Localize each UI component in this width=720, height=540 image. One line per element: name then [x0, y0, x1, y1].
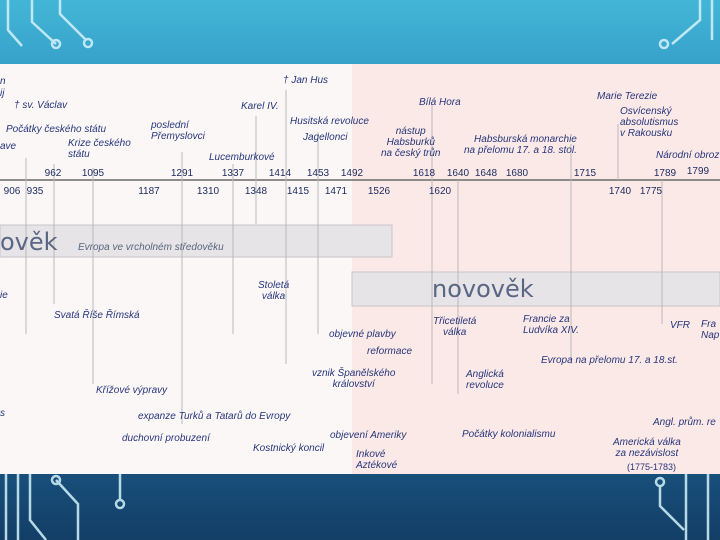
year-label: 1414 — [268, 168, 292, 179]
year-label: 1740 — [608, 186, 632, 197]
event-label: expanze Turků a Tatarů do Evropy — [138, 411, 291, 422]
era-modern-title: novověk — [432, 275, 534, 303]
event-label: reformace — [367, 346, 413, 357]
year-label: 1618 — [412, 168, 436, 179]
year-label: 1310 — [196, 186, 220, 197]
year-label: 1648 — [474, 168, 498, 179]
year-label: 1789 — [653, 168, 677, 179]
year-label: 906 — [3, 186, 21, 197]
event-label: ie — [0, 290, 8, 301]
medieval-background — [0, 64, 352, 474]
year-label: 1415 — [286, 186, 310, 197]
event-label: Francie za Ludvíka XIV. — [523, 314, 579, 336]
modern-background — [352, 64, 720, 474]
year-label: 1187 — [138, 186, 160, 197]
event-label: Křížové výpravy — [96, 385, 168, 396]
event-label: Angl. prům. re — [653, 417, 716, 428]
year-label: 962 — [44, 168, 62, 179]
year-label: 1775 — [639, 186, 663, 197]
timeline-graphic — [0, 64, 720, 474]
event-label: vznik Španělského království — [312, 368, 396, 390]
modern-era-bar — [351, 271, 720, 307]
event-label: nástup Habsburků na český trůn — [381, 126, 441, 159]
event-label: Lucemburkové — [209, 152, 275, 163]
year-label: 1620 — [428, 186, 452, 197]
timeline-tick-lines — [25, 90, 663, 424]
year-label: 1291 — [170, 168, 194, 179]
year-label: 1680 — [505, 168, 529, 179]
event-label: s — [0, 408, 5, 419]
year-label: 1715 — [573, 168, 597, 179]
event-label: Fra Nap — [701, 319, 720, 341]
era-medieval-subtitle: Evropa ve vrcholném středověku — [78, 242, 224, 253]
event-label: objevení Ameriky — [330, 430, 407, 441]
year-label: 1471 — [324, 186, 348, 197]
event-label: VFR — [670, 320, 690, 331]
event-label: Počátky českého státu — [6, 124, 107, 135]
year-label: 1799 — [686, 166, 710, 177]
event-label: Inkové Aztékové — [356, 449, 398, 471]
event-label: Stoletá válka — [258, 280, 290, 302]
era-medieval-title: ověk — [0, 228, 58, 256]
event-label: n — [0, 76, 6, 87]
event-label: Svatá Říše Římská — [54, 310, 140, 321]
event-label: Habsburská monarchie na přelomu 17. a 18… — [464, 134, 577, 156]
year-label: 1453 — [306, 168, 330, 179]
medieval-era-bar — [0, 224, 393, 258]
event-label: Karel IV. — [241, 101, 279, 112]
event-label: Třicetiletá válka — [433, 316, 477, 338]
year-label: 1526 — [367, 186, 391, 197]
event-label: ij — [0, 88, 5, 99]
event-label: Bílá Hora — [419, 97, 461, 108]
event-label: Americká válka za nezávislost — [613, 437, 681, 459]
event-label: duchovní probuzení — [122, 433, 210, 444]
event-label: objevné plavby — [329, 329, 396, 340]
event-label: Krize českého státu — [68, 138, 131, 160]
year-label: 1095 — [81, 168, 105, 179]
year-label: 1640 — [446, 168, 470, 179]
timeline-image: ověk Evropa ve vrcholném středověku novo… — [0, 64, 720, 474]
event-label: Národní obroz — [656, 150, 720, 161]
event-label: Počátky kolonialismu — [462, 429, 556, 440]
event-label: Evropa na přelomu 17. a 18.st. — [541, 355, 678, 366]
event-label: Marie Terezie — [597, 91, 658, 102]
event-label: (1775-1783) — [627, 462, 677, 472]
year-label: 1337 — [221, 168, 245, 179]
event-label: poslední Přemyslovci — [151, 120, 205, 142]
event-label: Osvícenský absolutismus v Rakousku — [620, 106, 679, 139]
year-label: 935 — [26, 186, 44, 197]
event-label: † Jan Hus — [283, 75, 329, 86]
event-label: Jagellonci — [303, 132, 348, 143]
event-label: † sv. Václav — [14, 100, 68, 111]
year-label: 1492 — [340, 168, 364, 179]
event-label: Anglická revoluce — [466, 369, 504, 391]
year-label: 1348 — [244, 186, 268, 197]
event-label: Husitská revoluce — [290, 116, 369, 127]
event-label: Kostnický koncil — [253, 443, 325, 454]
event-label: ave — [0, 141, 17, 152]
